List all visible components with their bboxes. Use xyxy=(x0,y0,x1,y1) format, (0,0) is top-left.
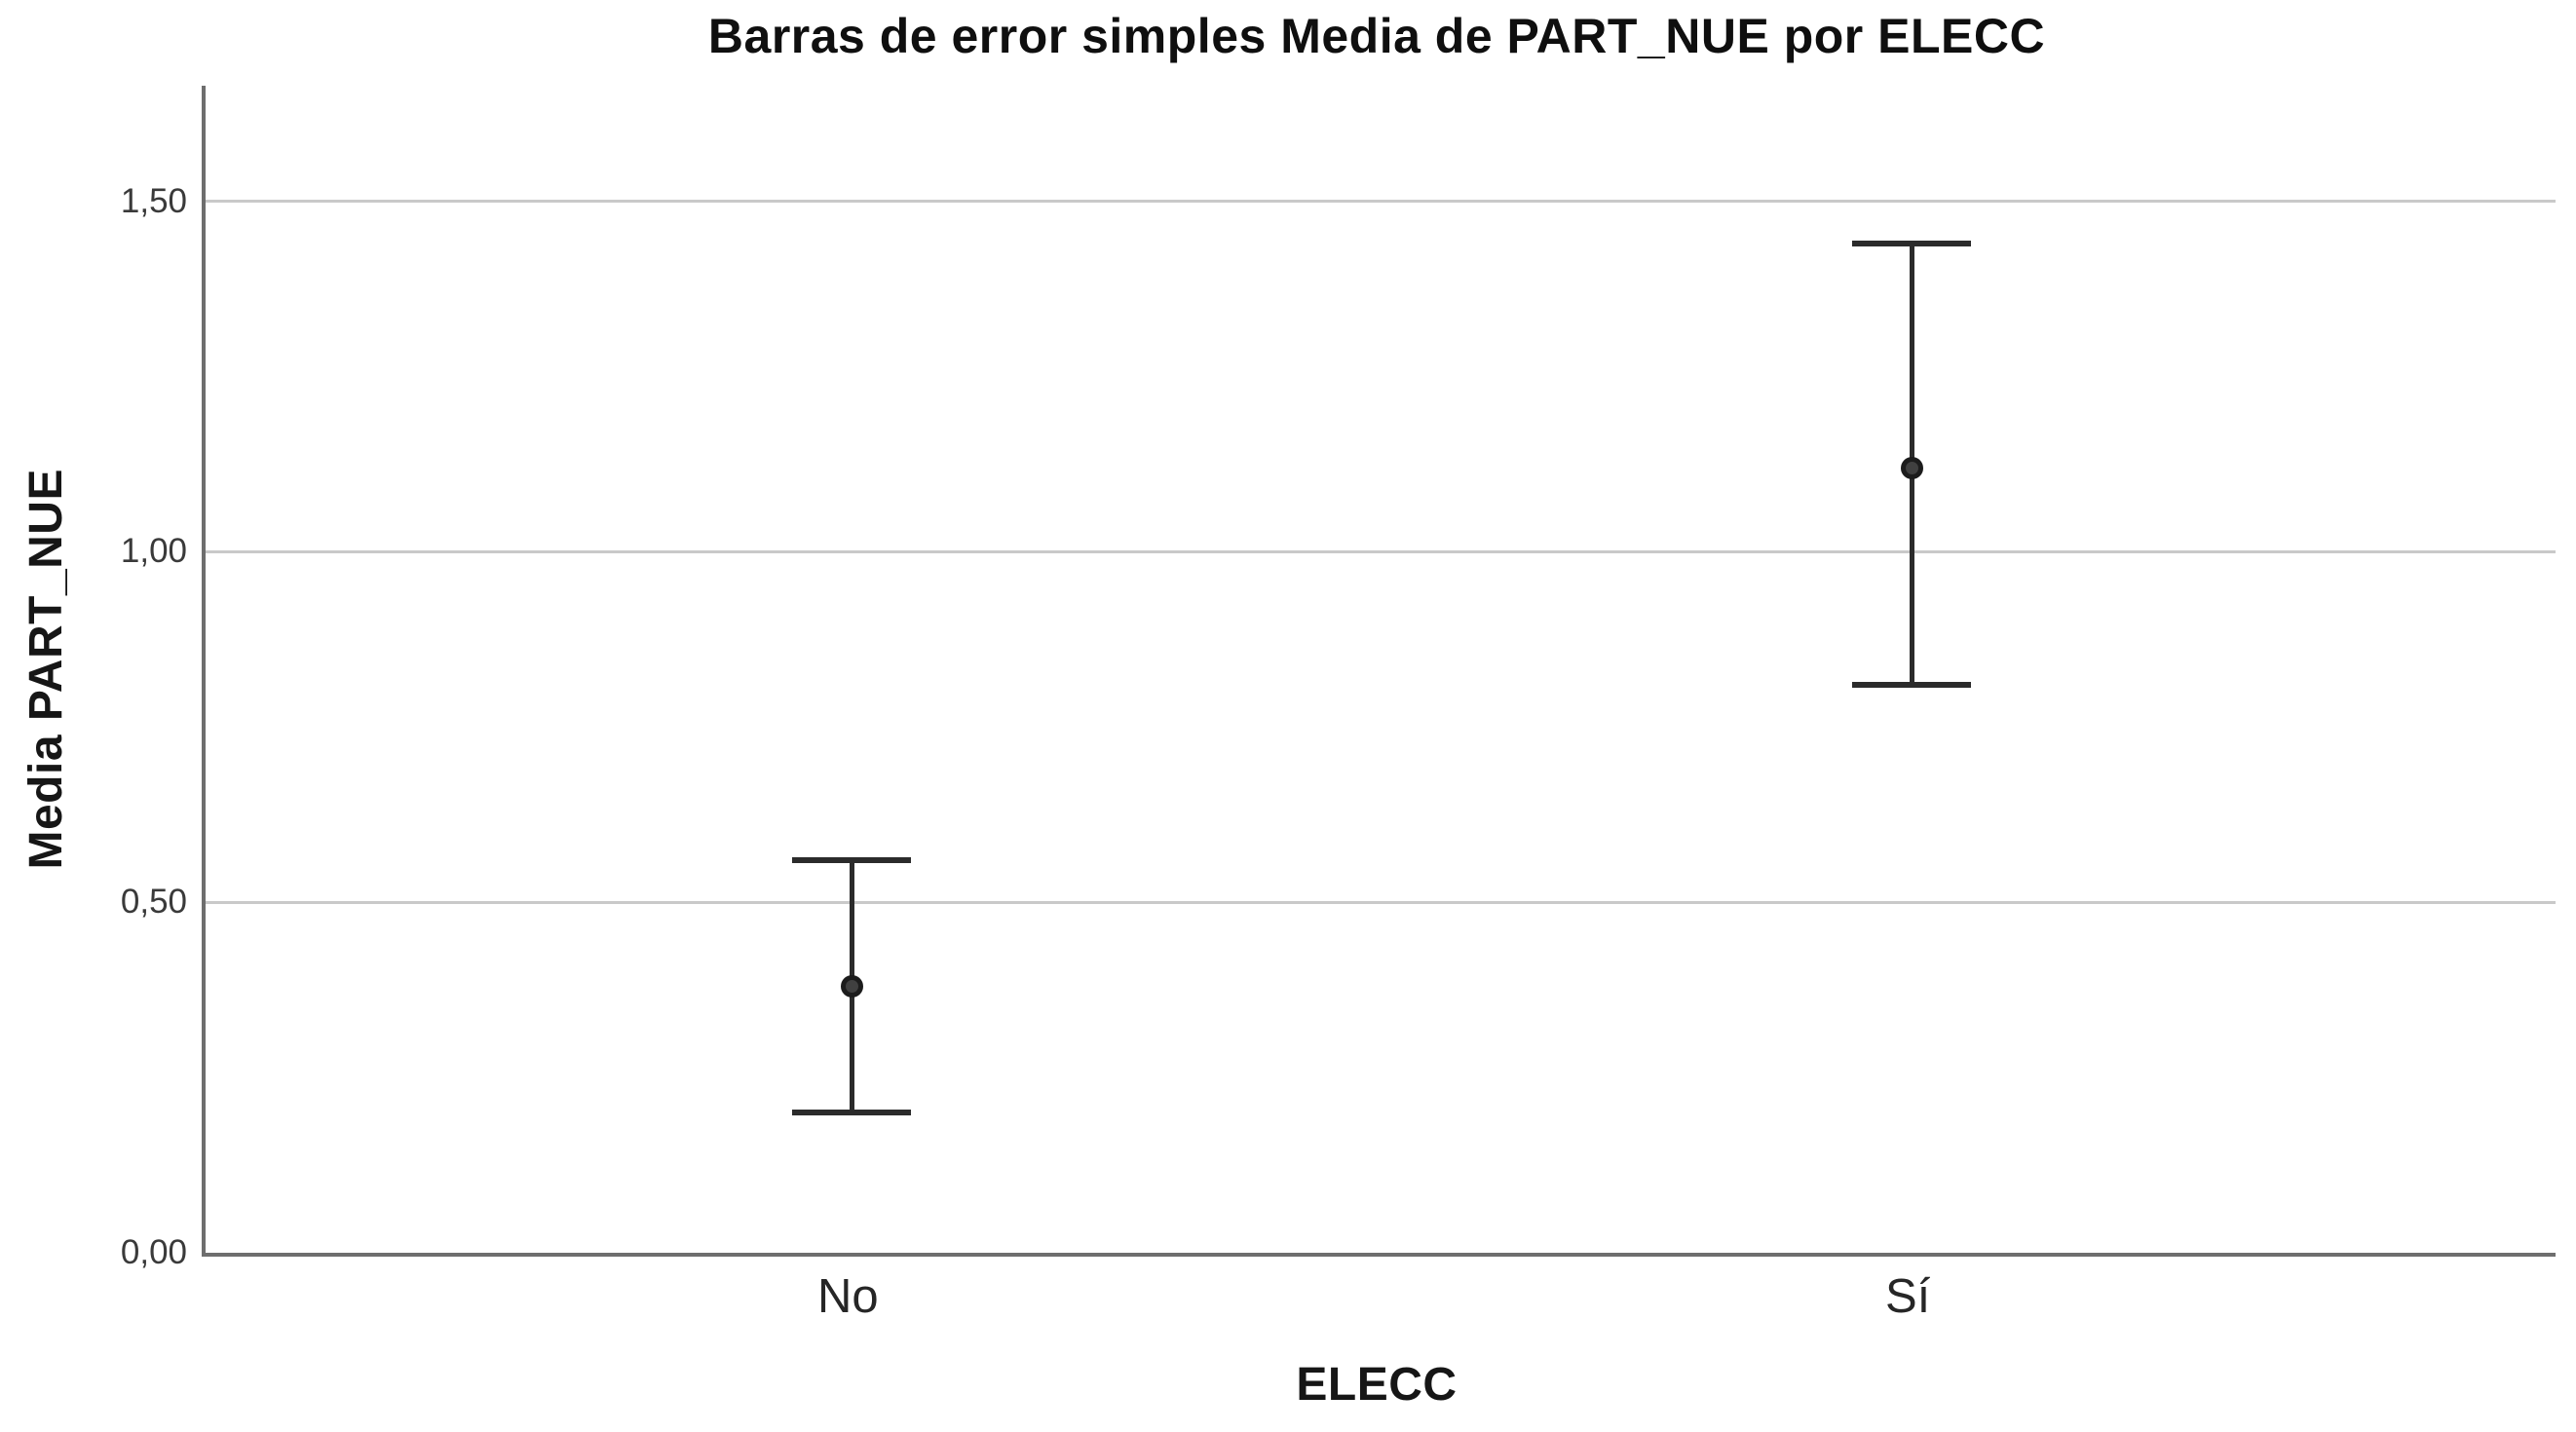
error-bar-cap-bottom-No xyxy=(792,1110,912,1116)
plot-area xyxy=(202,86,2556,1257)
mean-marker-No xyxy=(840,975,863,999)
error-bar-cap-bottom-Sí xyxy=(1852,682,1972,689)
y-tick-label: 0,00 xyxy=(120,1233,187,1271)
gridline-y-1 xyxy=(206,549,2556,553)
gridline-y-1.5 xyxy=(206,200,2556,204)
error-bar-cap-top-Sí xyxy=(1852,240,1972,246)
y-axis-label-box: Media PART_NUE xyxy=(0,86,92,1253)
gridline-y-0.5 xyxy=(206,900,2556,904)
y-tick-label: 1,00 xyxy=(120,532,187,571)
mean-marker-Sí xyxy=(1900,456,1923,479)
chart-title: Barras de error simples Media de PART_NU… xyxy=(707,9,2046,63)
y-tick-label: 0,50 xyxy=(120,883,187,922)
y-tick-label: 1,50 xyxy=(120,181,187,220)
y-axis-label: Media PART_NUE xyxy=(19,469,72,870)
x-tick-label-No: No xyxy=(816,1270,879,1323)
x-tick-label-Sí: Sí xyxy=(1884,1270,1931,1323)
error-bar-cap-top-No xyxy=(792,857,912,864)
x-axis-label: ELECC xyxy=(1296,1359,1458,1411)
